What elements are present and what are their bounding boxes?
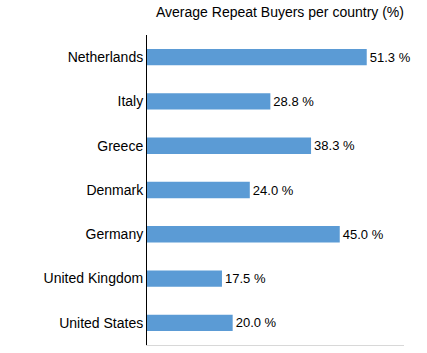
svg-text:24.0 %: 24.0 % — [253, 183, 294, 198]
svg-text:Germany: Germany — [86, 226, 144, 242]
svg-text:28.8 %: 28.8 % — [273, 94, 314, 109]
svg-text:Greece: Greece — [97, 138, 143, 154]
svg-text:United Kingdom: United Kingdom — [44, 270, 144, 286]
svg-text:Italy: Italy — [118, 93, 144, 109]
svg-text:17.5 %: 17.5 % — [225, 271, 266, 286]
svg-text:Average Repeat Buyers per coun: Average Repeat Buyers per country (%) — [156, 4, 404, 20]
svg-text:38.3 %: 38.3 % — [314, 138, 355, 153]
svg-text:United States: United States — [59, 315, 143, 331]
svg-text:45.0 %: 45.0 % — [343, 227, 384, 242]
svg-text:Denmark: Denmark — [86, 182, 144, 198]
svg-text:Netherlands: Netherlands — [68, 49, 144, 65]
svg-text:51.3 %: 51.3 % — [370, 50, 411, 65]
svg-text:20.0 %: 20.0 % — [236, 315, 277, 330]
